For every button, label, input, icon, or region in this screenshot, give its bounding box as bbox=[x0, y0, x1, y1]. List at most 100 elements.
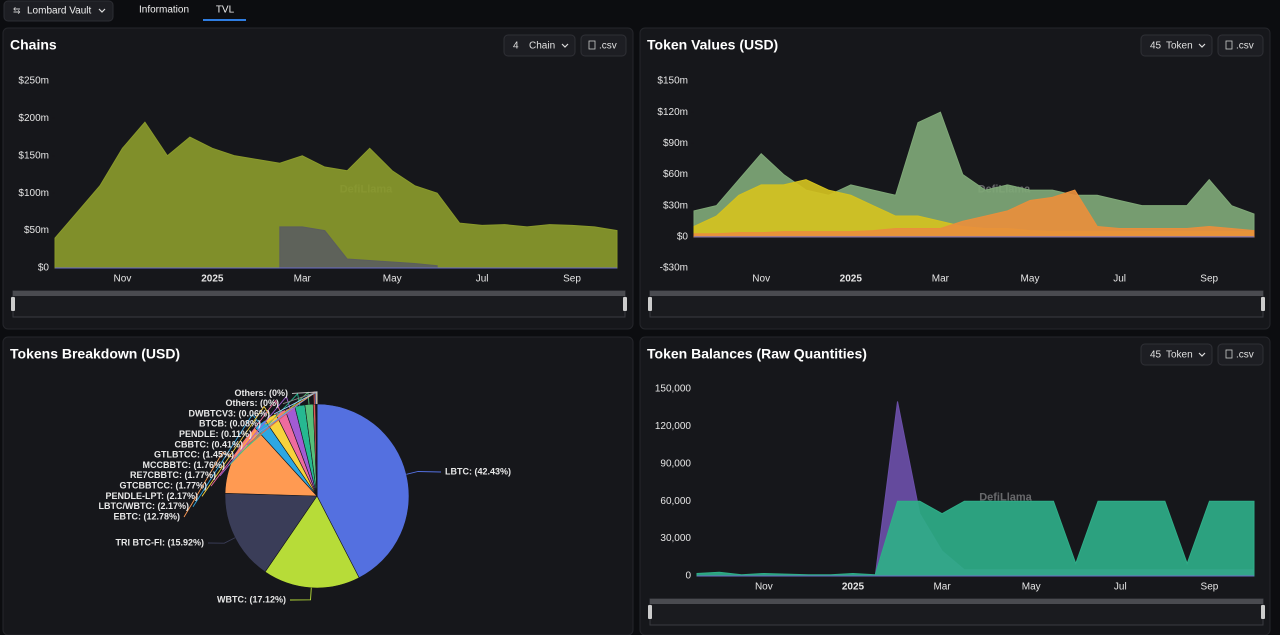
csv-icon bbox=[1225, 349, 1233, 359]
select-count: 4 bbox=[513, 41, 519, 52]
zoom-handle[interactable] bbox=[623, 297, 627, 311]
token-select[interactable] bbox=[1140, 34, 1213, 57]
select-label: Token bbox=[1166, 350, 1193, 361]
x-tick-label: Jul bbox=[1113, 274, 1126, 285]
vault-name: Lombard Vault bbox=[27, 6, 92, 17]
zoom-handle[interactable] bbox=[11, 297, 15, 311]
panel bbox=[639, 336, 1271, 635]
x-tick-label: Mar bbox=[933, 582, 951, 593]
zoom-slider-bar[interactable] bbox=[650, 291, 1263, 296]
pie-label: RE7CBBTC: (1.77%) bbox=[130, 470, 216, 480]
pie-label: BTCB: (0.08%) bbox=[199, 419, 261, 429]
pie-label: WBTC: (17.12%) bbox=[217, 594, 286, 604]
vault-icon: ⇆ bbox=[13, 5, 21, 15]
area bbox=[279, 226, 438, 269]
y-tick-label: $30m bbox=[663, 200, 688, 211]
area bbox=[693, 189, 1255, 238]
chevron bbox=[561, 43, 569, 48]
x-tick-label: Sep bbox=[1200, 274, 1218, 285]
token-select[interactable] bbox=[503, 34, 576, 57]
pie-slice bbox=[264, 495, 360, 589]
x-tick-label: Sep bbox=[1201, 582, 1219, 593]
select-label: Chain bbox=[529, 41, 555, 52]
pie-label: LBTC: (42.43%) bbox=[445, 466, 511, 476]
y-tick-label: $60m bbox=[663, 169, 688, 180]
y-tick-label: $250m bbox=[18, 76, 49, 87]
leader-line bbox=[406, 471, 442, 475]
y-tick-label: 90,000 bbox=[660, 458, 691, 469]
leader-line bbox=[210, 399, 281, 487]
pie-label: PENDLE: (0.11%) bbox=[179, 429, 252, 439]
x-tick-label: 2025 bbox=[842, 582, 865, 593]
select-count: 45 bbox=[1150, 41, 1162, 52]
csv-button[interactable] bbox=[580, 34, 627, 57]
pie-label: DWBTCV3: (0.06%) bbox=[188, 408, 270, 418]
x-tick-label: May bbox=[1021, 274, 1040, 285]
y-tick-label: 0 bbox=[685, 571, 691, 582]
x-tick-label: Mar bbox=[932, 274, 950, 285]
y-tick-label: 30,000 bbox=[660, 533, 691, 544]
pie-label: MCCBBTC: (1.76%) bbox=[142, 460, 225, 470]
y-tick-label: $150m bbox=[657, 76, 688, 87]
x-tick-label: Nov bbox=[114, 274, 132, 285]
watermark: DefiLlama bbox=[979, 491, 1032, 503]
y-tick-label: 120,000 bbox=[655, 421, 692, 432]
chevron bbox=[1198, 43, 1206, 48]
tab[interactable]: Information bbox=[139, 5, 189, 16]
y-tick-label: $100m bbox=[18, 188, 49, 199]
leader-line bbox=[291, 391, 318, 404]
x-tick-label: May bbox=[383, 274, 402, 285]
y-tick-label: $200m bbox=[18, 113, 49, 124]
chevron bbox=[98, 8, 106, 13]
chart-title: Token Balances (Raw Quantities) bbox=[647, 346, 867, 362]
y-tick-label: $0 bbox=[38, 263, 50, 274]
y-tick-label: 60,000 bbox=[660, 496, 691, 507]
pie-label: Others: (0%) bbox=[234, 388, 288, 398]
x-tick-label: Nov bbox=[752, 274, 770, 285]
pie-label: PENDLE-LPT: (2.17%) bbox=[105, 491, 198, 501]
y-tick-label: $150m bbox=[18, 150, 49, 161]
leader-line bbox=[289, 587, 312, 601]
csv-label: .csv bbox=[599, 41, 617, 52]
leader-line bbox=[192, 413, 261, 507]
y-tick-label: 150,000 bbox=[655, 384, 692, 395]
zoom-handle[interactable] bbox=[648, 297, 652, 311]
leader-line bbox=[219, 395, 291, 477]
y-tick-label: $50m bbox=[24, 225, 49, 236]
y-tick-label: $120m bbox=[657, 107, 688, 118]
select-label: Token bbox=[1166, 41, 1193, 52]
x-tick-label: Sep bbox=[563, 274, 581, 285]
x-tick-label: Jul bbox=[1114, 582, 1127, 593]
zoom-slider-bar[interactable] bbox=[13, 291, 625, 296]
zoom-slider-bar[interactable] bbox=[650, 599, 1263, 604]
csv-icon bbox=[588, 40, 596, 50]
x-tick-label: May bbox=[1022, 582, 1041, 593]
pie-label: GTCBBTCC: (1.77%) bbox=[119, 480, 207, 490]
x-tick-label: 2025 bbox=[840, 274, 863, 285]
vault-select[interactable] bbox=[3, 0, 114, 22]
token-select[interactable] bbox=[1140, 343, 1213, 366]
y-tick-label: -$30m bbox=[660, 263, 688, 274]
leader-line bbox=[207, 537, 236, 544]
zoom-handle[interactable] bbox=[648, 605, 652, 619]
pie-label: LBTC/WBTC: (2.17%) bbox=[99, 501, 190, 511]
pie-label: TRI BTC-FI: (15.92%) bbox=[115, 537, 204, 547]
x-tick-label: Jul bbox=[476, 274, 489, 285]
tab[interactable]: TVL bbox=[216, 5, 235, 16]
select-count: 45 bbox=[1150, 350, 1162, 361]
x-tick-label: Mar bbox=[294, 274, 312, 285]
pie-label: Others: (0%) bbox=[225, 398, 279, 408]
chart-title: Tokens Breakdown (USD) bbox=[10, 346, 180, 362]
zoom-handle[interactable] bbox=[1261, 297, 1265, 311]
csv-button[interactable] bbox=[1217, 343, 1264, 366]
x-tick-label: Nov bbox=[755, 582, 773, 593]
zoom-handle[interactable] bbox=[1261, 605, 1265, 619]
csv-button[interactable] bbox=[1217, 34, 1264, 57]
area bbox=[54, 121, 618, 269]
pie-slice bbox=[316, 403, 410, 579]
chart-title: Chains bbox=[10, 37, 57, 53]
chart-title: Token Values (USD) bbox=[647, 37, 778, 53]
area bbox=[696, 500, 1255, 577]
x-tick-label: 2025 bbox=[201, 274, 224, 285]
